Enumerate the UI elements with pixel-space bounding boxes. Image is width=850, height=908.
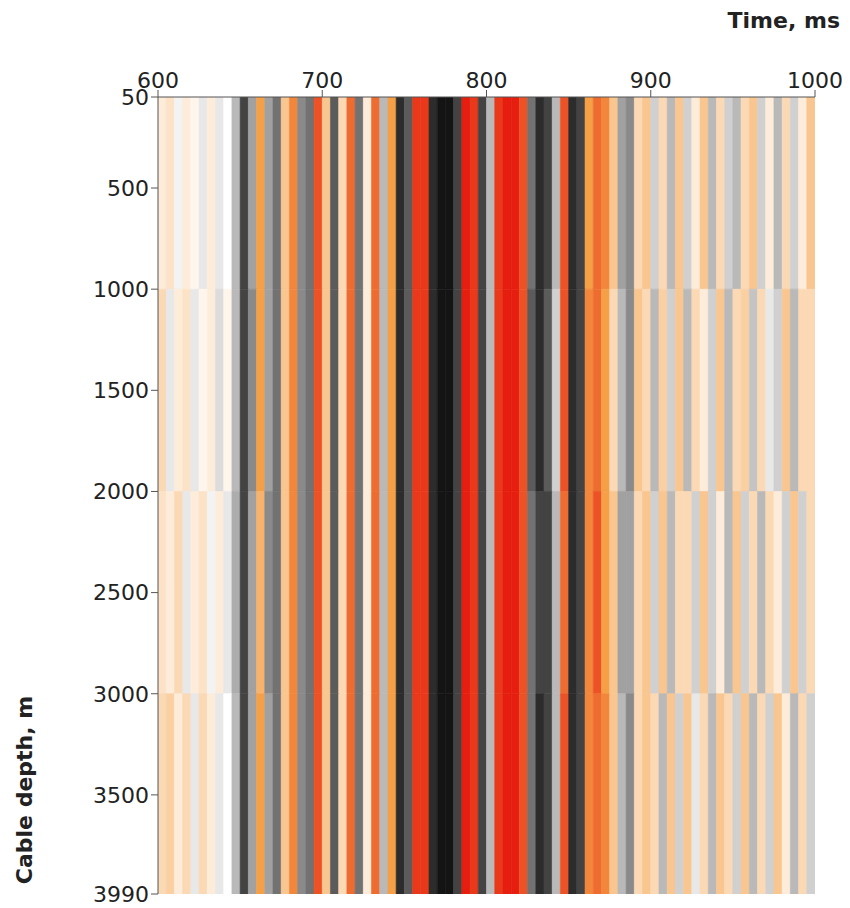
svg-text:500: 500 [107,176,149,201]
svg-text:1000: 1000 [787,68,843,93]
svg-text:700: 700 [301,68,343,93]
svg-text:3000: 3000 [93,682,149,707]
svg-text:800: 800 [466,68,508,93]
svg-text:900: 900 [630,68,672,93]
svg-text:Time, ms: Time, ms [728,8,840,33]
svg-text:Cable depth, m: Cable depth, m [12,696,37,884]
svg-text:600: 600 [137,68,179,93]
svg-text:1000: 1000 [93,277,149,302]
svg-text:1500: 1500 [93,378,149,403]
svg-text:50: 50 [121,85,149,110]
svg-text:2500: 2500 [93,580,149,605]
svg-text:3990: 3990 [93,882,149,907]
svg-text:2000: 2000 [93,479,149,504]
svg-text:3500: 3500 [93,783,149,808]
